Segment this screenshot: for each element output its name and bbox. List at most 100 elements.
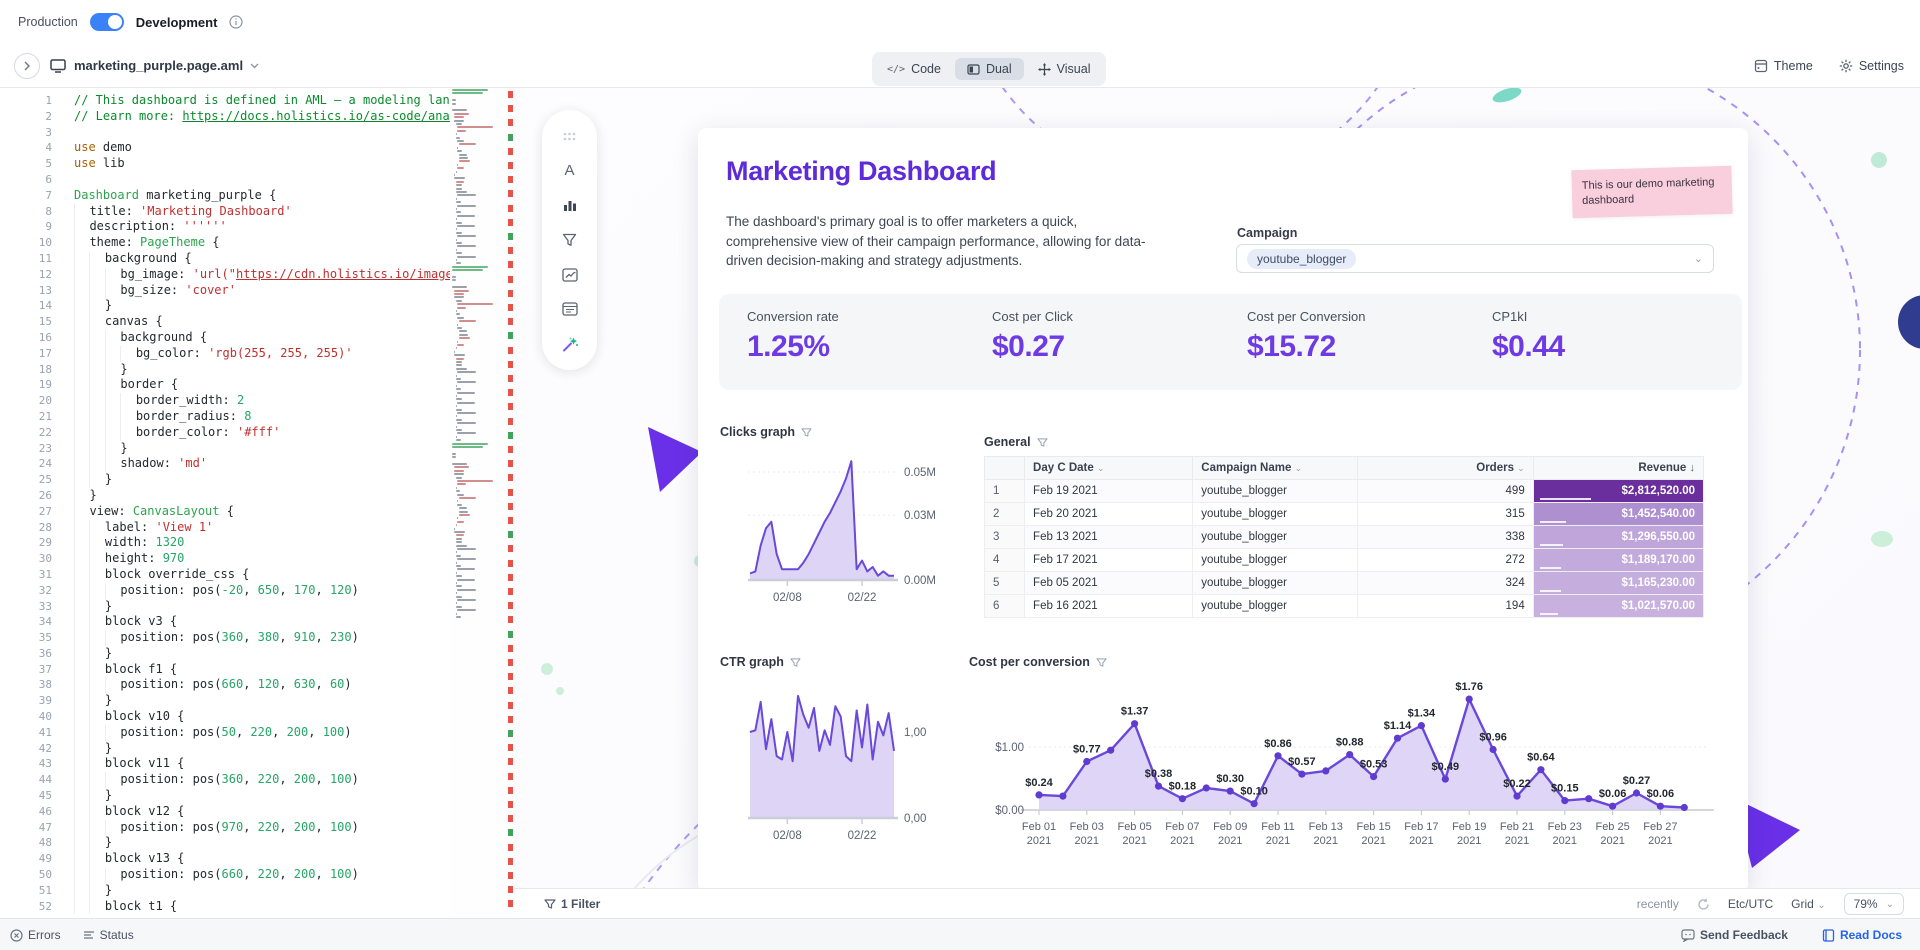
magic-wand-icon[interactable] <box>560 334 580 354</box>
info-icon[interactable] <box>229 15 244 29</box>
code-line: 15 canvas { <box>0 314 450 330</box>
theme-button[interactable]: Theme <box>1754 59 1813 73</box>
column-header-index[interactable] <box>983 456 1026 480</box>
svg-text:2021: 2021 <box>1314 835 1338 847</box>
dashboard-file-icon <box>50 58 66 73</box>
svg-text:$1.37: $1.37 <box>1121 706 1149 718</box>
sticky-note[interactable]: This is our demo marketing dashboard <box>1571 165 1733 219</box>
code-line: 1// This dashboard is defined in AML — a… <box>0 93 450 109</box>
errors-button[interactable]: Errors <box>10 928 61 942</box>
filter-icon[interactable] <box>560 230 580 250</box>
refresh-icon[interactable] <box>1697 898 1710 911</box>
line-number: 51 <box>38 883 52 897</box>
line-number: 34 <box>38 615 52 629</box>
line-number: 39 <box>38 694 52 708</box>
svg-text:$0.57: $0.57 <box>1288 756 1316 768</box>
revenue-cell: $1,165,230.00 <box>1532 571 1705 595</box>
svg-text:$0.00: $0.00 <box>995 805 1024 817</box>
svg-text:2021: 2021 <box>1266 835 1290 847</box>
revenue-cell: $1,452,540.00 <box>1532 502 1705 526</box>
svg-text:Feb 05: Feb 05 <box>1117 821 1151 833</box>
campaign-chip[interactable]: youtube_blogger <box>1247 248 1357 269</box>
filter-icon[interactable] <box>1036 437 1048 448</box>
svg-text:$0.10: $0.10 <box>1240 786 1268 798</box>
svg-text:02/08: 02/08 <box>773 830 802 842</box>
settings-button[interactable]: Settings <box>1839 59 1904 73</box>
svg-text:2021: 2021 <box>1027 835 1051 847</box>
svg-text:$0.49: $0.49 <box>1432 761 1460 773</box>
collapse-sidebar-button[interactable] <box>14 52 40 79</box>
environment-toggle[interactable] <box>89 13 124 31</box>
svg-text:Feb 03: Feb 03 <box>1070 821 1104 833</box>
grid-dropdown[interactable]: Grid ⌄ <box>1791 897 1826 911</box>
filter-count-button[interactable]: 1 Filter <box>544 897 600 911</box>
status-lines-icon <box>83 931 94 939</box>
svg-text:$0.06: $0.06 <box>1647 788 1675 800</box>
read-docs-button[interactable]: Read Docs <box>1822 928 1902 942</box>
tab-dual[interactable]: Dual <box>954 58 1024 80</box>
code-line: 2// Learn more: https://docs.holistics.i… <box>0 109 450 125</box>
code-line: 11 background { <box>0 250 450 267</box>
timezone-label[interactable]: Etc/UTC <box>1727 897 1774 911</box>
campaign-filter-select[interactable]: youtube_blogger ⌄ <box>1236 244 1714 273</box>
kpi-3: CP1kI $0.44 <box>1492 294 1565 364</box>
svg-text:2021: 2021 <box>1600 835 1624 847</box>
code-line: 25 } <box>0 472 450 488</box>
svg-text:1,00: 1,00 <box>904 727 926 739</box>
column-header-orders[interactable]: Orders ⌄ <box>1357 456 1534 480</box>
chevron-down-icon[interactable] <box>250 63 259 69</box>
open-file-name[interactable]: marketing_purple.page.aml <box>74 58 244 73</box>
table-row: 6 Feb 16 2021 youtube_blogger 194 $1,021,57… <box>983 594 1705 618</box>
bar-chart-icon[interactable] <box>560 195 580 215</box>
code-line: 21 border_radius: 8 <box>0 408 450 425</box>
editor-minimap[interactable] <box>450 87 514 918</box>
svg-text:2021: 2021 <box>1457 835 1481 847</box>
line-number: 50 <box>38 868 52 882</box>
line-number: 49 <box>38 852 52 866</box>
kpi-1: Cost per Click $0.27 <box>992 294 1073 364</box>
filter-icon[interactable] <box>790 657 801 668</box>
kpi-label: Cost per Conversion <box>1247 309 1366 324</box>
svg-text:0.00M: 0.00M <box>904 575 936 587</box>
code-line: 40 block v10 { <box>0 709 450 725</box>
filter-icon[interactable] <box>1096 657 1107 668</box>
drag-handle-icon[interactable] <box>560 126 580 146</box>
split-view-icon <box>967 63 980 75</box>
column-header-day-c-date[interactable]: Day C Date ⌄ <box>1024 456 1194 480</box>
column-header-revenue[interactable]: Revenue ↓ <box>1532 456 1705 480</box>
svg-text:$0.88: $0.88 <box>1336 737 1364 749</box>
code-line: 36 } <box>0 645 450 662</box>
tab-code[interactable]: </> Code <box>875 58 953 80</box>
code-line: 42 } <box>0 740 450 757</box>
svg-text:$1.76: $1.76 <box>1455 681 1483 693</box>
svg-text:0.05M: 0.05M <box>904 467 936 479</box>
kpi-widget-icon[interactable] <box>560 265 580 285</box>
code-line: 46 block v12 { <box>0 803 450 820</box>
line-number: 1 <box>45 94 52 107</box>
text-tool-icon[interactable]: A <box>564 162 575 180</box>
code-editor[interactable]: 1// This dashboard is defined in AML — a… <box>0 87 450 924</box>
tab-visual[interactable]: Visual <box>1026 58 1103 80</box>
table-widget-icon[interactable] <box>560 299 580 319</box>
code-line: 38 position: pos(660, 120, 630, 60) <box>0 677 450 694</box>
feedback-bubble-icon <box>1681 928 1695 942</box>
svg-text:$0.64: $0.64 <box>1527 752 1555 764</box>
code-line: 13 bg_size: 'cover' <box>0 282 450 299</box>
zoom-dropdown[interactable]: 79% ⌄ <box>1843 893 1904 915</box>
status-button[interactable]: Status <box>83 928 134 942</box>
revenue-cell: $1,296,550.00 <box>1532 525 1705 549</box>
code-line: 33 } <box>0 598 450 615</box>
line-number: 2 <box>45 109 52 123</box>
code-line: 41 position: pos(50, 220, 200, 100) <box>0 724 450 741</box>
line-number: 27 <box>38 504 52 518</box>
table-row: 3 Feb 13 2021 youtube_blogger 338 $1,296,55… <box>983 525 1705 549</box>
widget-toolbar: A <box>542 110 597 370</box>
filter-icon[interactable] <box>801 427 812 438</box>
dashboard-title: Marketing Dashboard <box>726 156 997 186</box>
column-header-campaign-name[interactable]: Campaign Name ⌄ <box>1192 456 1359 480</box>
send-feedback-button[interactable]: Send Feedback <box>1681 928 1788 942</box>
revenue-cell: $1,021,570.00 <box>1532 594 1705 618</box>
line-number: 11 <box>38 251 52 265</box>
code-line: 52 block t1 { <box>0 898 450 915</box>
code-line: 7 Dashboard marketing_purple { <box>0 188 450 204</box>
